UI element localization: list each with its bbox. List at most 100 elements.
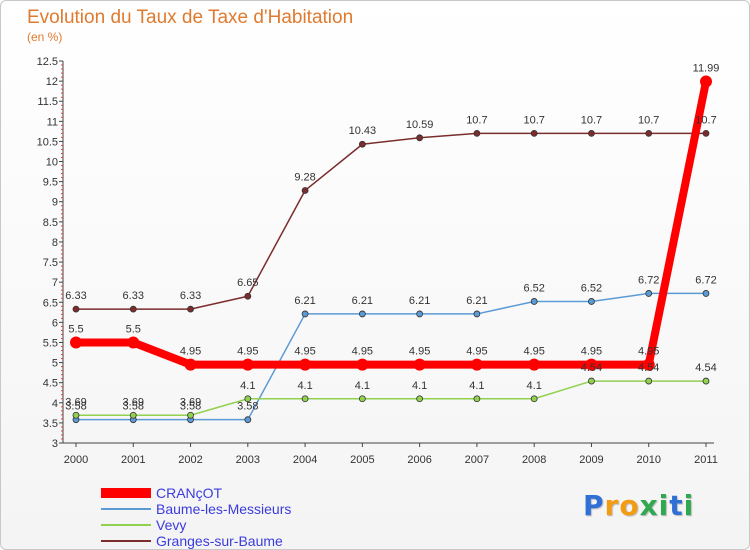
data-point	[413, 358, 426, 371]
chart-title: Evolution du Taux de Taxe d'Habitation	[27, 7, 354, 28]
data-label: 3.69	[123, 396, 144, 408]
data-point	[588, 129, 595, 137]
series-line-3	[76, 132, 706, 310]
legend-label: Vevy	[156, 517, 187, 533]
data-label: 4.1	[297, 380, 312, 392]
x-tick-label: 2001	[121, 454, 145, 466]
y-tick-label: 11.5	[37, 96, 58, 108]
series-line-2	[76, 380, 706, 417]
legend-label: Granges-sur-Baume	[156, 533, 283, 549]
data-point	[72, 411, 80, 419]
data-point	[301, 187, 309, 194]
data-point	[244, 395, 252, 403]
data-label: 4.95	[352, 346, 373, 358]
legend-swatch	[101, 488, 151, 498]
data-point	[473, 310, 481, 318]
data-point	[702, 377, 710, 385]
data-point	[528, 358, 541, 371]
data-point	[129, 411, 137, 419]
x-tick-label: 2004	[293, 454, 317, 466]
data-point	[244, 416, 252, 424]
y-tick-label: 8.5	[43, 217, 58, 229]
data-point	[645, 129, 653, 137]
data-label: 4.95	[466, 346, 487, 358]
data-label: 9.28	[294, 171, 315, 183]
data-point	[470, 358, 483, 371]
y-tick-label: 6	[52, 317, 58, 329]
data-point	[241, 358, 254, 371]
y-tick-label: 7.5	[43, 257, 58, 269]
data-label: 10.7	[466, 114, 487, 126]
x-tick-label: 2008	[522, 454, 546, 466]
data-label: 10.43	[349, 125, 377, 137]
data-label: 4.54	[638, 362, 659, 374]
x-tick-label: 2005	[350, 454, 374, 466]
data-point	[645, 377, 653, 385]
data-point	[702, 290, 710, 297]
data-point	[645, 290, 653, 297]
data-point	[127, 336, 140, 349]
legend-item: Baume-les-Messieurs	[101, 501, 361, 517]
data-point	[416, 310, 424, 318]
data-point	[299, 358, 312, 371]
data-labels-layer: 6.33 6.33 6.33 6.65 9.28 10.43 10.59 10.7 10.7 10…	[65, 63, 719, 413]
data-point	[358, 310, 366, 318]
y-tick-label: 4.5	[43, 378, 58, 390]
series-layer	[70, 75, 712, 424]
y-tick-label: 4	[52, 398, 58, 410]
data-label: 3.58	[237, 401, 258, 413]
data-label: 4.95	[180, 346, 201, 358]
data-point	[129, 305, 137, 313]
data-label: 4.1	[355, 380, 370, 392]
data-point	[585, 358, 598, 371]
data-point	[301, 310, 309, 318]
y-tick-label: 12.5	[37, 56, 58, 68]
logo-letter: i	[658, 489, 670, 522]
y-tick-label: 8	[52, 237, 58, 249]
data-label: 6.65	[237, 277, 258, 289]
data-point	[244, 292, 252, 300]
legend-item: CRANçOT	[101, 485, 361, 501]
data-label: 4.95	[294, 346, 315, 358]
data-point	[530, 129, 538, 137]
legend-swatch	[101, 540, 151, 542]
data-point	[356, 358, 369, 371]
data-label: 3.58	[123, 401, 144, 413]
data-point	[72, 305, 80, 313]
data-label: 4.54	[581, 362, 602, 374]
data-label: 4.1	[527, 380, 542, 392]
data-label: 6.52	[523, 282, 544, 294]
logo-letter: r	[604, 489, 620, 522]
data-label: 5.5	[126, 323, 141, 335]
logo-letter: t	[669, 489, 684, 522]
x-tick-label: 2009	[579, 454, 603, 466]
data-point	[530, 395, 538, 403]
logo-letter: P	[583, 489, 605, 522]
data-label: 10.7	[638, 114, 659, 126]
y-tick-label: 10.5	[37, 136, 58, 148]
legend-item: Vevy	[101, 517, 361, 533]
data-label: 4.1	[469, 380, 484, 392]
data-label: 3.69	[65, 396, 86, 408]
y-tick-label: 3.5	[43, 418, 58, 430]
axes: 3 3.5 4 4.5 5 5.5 6 6.5 7 7.5 8 8.5 9 9.5 10 10.5 11 11.5…	[37, 56, 718, 466]
logo-letter: o	[619, 489, 640, 522]
y-tick-label: 9.5	[43, 177, 58, 189]
data-point	[588, 298, 595, 305]
data-label: 4.95	[409, 346, 430, 358]
data-point	[70, 336, 82, 349]
y-tick-label: 5	[52, 358, 58, 370]
data-label: 4.95	[237, 346, 258, 358]
data-point	[473, 395, 481, 403]
y-tick-label: 11	[47, 116, 58, 128]
data-label: 6.72	[695, 274, 716, 286]
data-point	[358, 140, 366, 148]
data-point	[187, 411, 194, 419]
data-label: 6.21	[409, 295, 430, 307]
data-label: 3.58	[180, 401, 201, 413]
logo-letter: i	[683, 489, 695, 522]
data-label: 5.5	[68, 323, 83, 335]
data-label: 10.7	[695, 114, 716, 126]
x-tick-label: 2011	[694, 454, 718, 466]
